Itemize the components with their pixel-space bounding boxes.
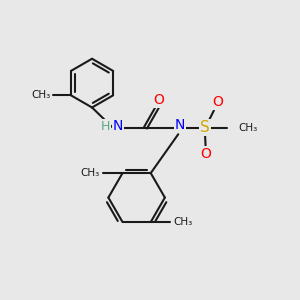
- Text: H: H: [101, 120, 110, 133]
- Text: N: N: [175, 118, 185, 132]
- Text: CH₃: CH₃: [174, 217, 193, 227]
- Text: O: O: [200, 147, 211, 161]
- Text: N: N: [113, 119, 123, 133]
- Text: O: O: [154, 93, 164, 107]
- Text: S: S: [200, 120, 210, 135]
- Text: CH₃: CH₃: [80, 168, 100, 178]
- Text: CH₃: CH₃: [32, 90, 51, 100]
- Text: O: O: [212, 95, 223, 110]
- Text: CH₃: CH₃: [238, 123, 257, 133]
